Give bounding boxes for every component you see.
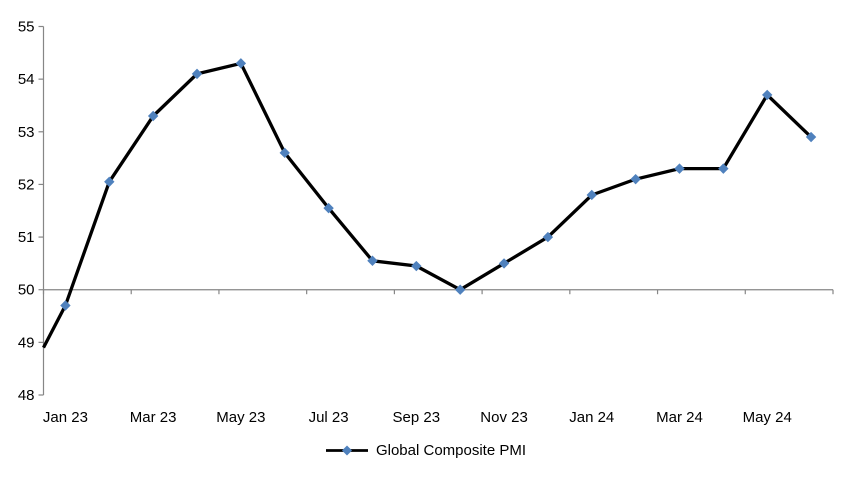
data-point-marker [104,176,115,187]
y-axis-tick-label: 54 [18,71,35,88]
legend-marker-diamond [341,445,352,456]
data-point-marker [718,163,729,174]
data-point-marker [60,300,71,311]
data-point-marker [762,89,773,101]
data-point-marker [411,260,422,272]
x-axis-tick-label: May 24 [743,409,792,426]
pmi-line [42,61,813,349]
x-axis-tick-label: Mar 23 [130,409,177,426]
y-axis-tick-label: 51 [18,229,35,246]
data-point-marker [279,147,290,159]
data-point-marker [323,202,334,214]
data-point-marker [454,284,466,295]
legend-label: Global Composite PMI [375,442,527,459]
data-point-marker [235,58,247,69]
legend: Global Composite PMI [0,442,852,459]
x-axis-tick-label: Mar 24 [656,409,703,426]
x-axis-tick-label: Nov 23 [480,409,528,426]
y-axis-tick-label: 53 [18,124,35,141]
data-point-marker [147,110,159,122]
x-axis-tick-label: Jan 23 [43,409,88,426]
x-axis-tick-label: Jul 23 [309,409,349,426]
x-axis-tick-label: Jan 24 [569,409,614,426]
data-point-marker [542,231,554,243]
y-axis-tick-label: 49 [18,334,35,351]
data-point-marker [191,68,203,80]
data-point-marker [586,189,597,201]
data-point-marker [674,163,685,174]
y-axis-tick-label: 48 [18,387,35,404]
x-axis-tick-label: May 23 [216,409,265,426]
data-point-marker [630,173,641,185]
x-axis-tick-label: Sep 23 [393,409,441,426]
y-axis-tick-label: 52 [18,176,35,193]
legend-line-marker-icon [325,445,368,456]
data-point-marker [367,255,378,266]
y-axis-tick-label: 50 [18,282,35,299]
y-axis-tick-label: 55 [18,19,35,36]
data-point-marker [805,131,817,143]
data-point-marker [498,258,510,269]
